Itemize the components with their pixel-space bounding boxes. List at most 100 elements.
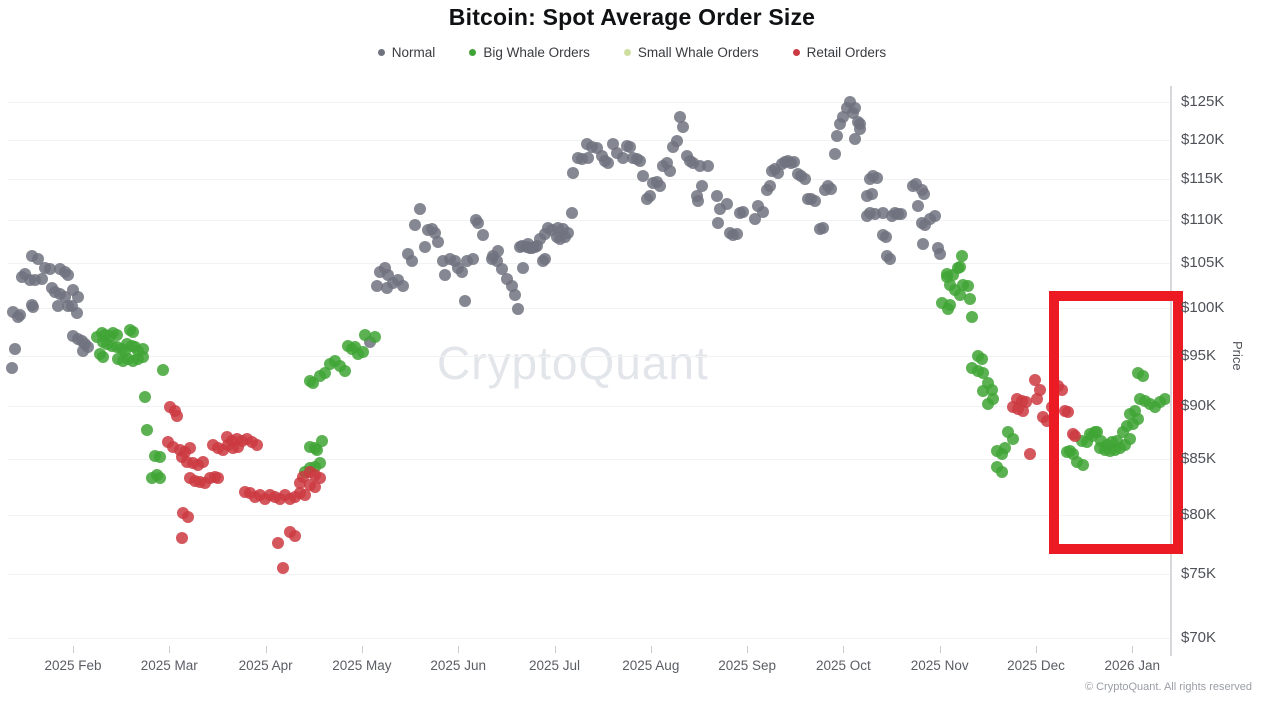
data-point-n: [511, 303, 524, 316]
data-point-n: [623, 141, 636, 154]
legend-label-big-whale-orders: Big Whale Orders: [483, 45, 590, 60]
data-point-b: [137, 350, 150, 363]
legend-item-big-whale-orders[interactable]: Big Whale Orders: [469, 45, 590, 60]
legend: Normal Big Whale Orders Small Whale Orde…: [0, 45, 1264, 60]
data-point-b: [156, 364, 169, 377]
x-tick-label: 2025 Dec: [1007, 658, 1065, 673]
data-point-n: [798, 173, 811, 186]
legend-item-small-whale-orders[interactable]: Small Whale Orders: [623, 45, 759, 60]
gridline-90k: [8, 405, 1170, 407]
y-tick-label: $70K: [1181, 629, 1217, 647]
data-point-n: [670, 134, 683, 147]
data-point-n: [883, 252, 896, 265]
data-point-r: [183, 441, 196, 454]
data-point-n: [36, 273, 49, 286]
data-point-n: [561, 226, 574, 239]
data-point-n: [673, 110, 686, 123]
data-point-n: [817, 221, 830, 234]
x-tick-mark: [939, 646, 941, 653]
data-point-n: [491, 244, 504, 257]
y-tick-label: $80K: [1181, 505, 1217, 523]
data-point-n: [607, 137, 620, 150]
data-point-b: [955, 250, 968, 263]
data-point-n: [26, 301, 39, 314]
x-tick-label: 2025 Apr: [238, 658, 293, 673]
data-point-n: [506, 280, 519, 293]
data-point-n: [933, 247, 946, 260]
data-point-n: [397, 280, 410, 293]
x-tick-mark: [169, 646, 171, 653]
data-point-b: [111, 328, 124, 341]
y-tick-label: $110K: [1181, 211, 1224, 229]
x-tick-mark: [747, 646, 749, 653]
retail-dot-icon: [792, 49, 800, 56]
data-point-n: [711, 190, 724, 203]
x-tick-mark: [73, 646, 74, 653]
x-tick-mark: [1132, 646, 1134, 653]
data-point-r: [1016, 404, 1029, 417]
data-point-n: [405, 255, 418, 268]
data-point-n: [6, 362, 19, 375]
data-point-n: [76, 344, 89, 357]
data-point-r: [171, 410, 183, 423]
legend-item-normal[interactable]: Normal: [377, 45, 435, 60]
data-point-b: [961, 280, 974, 293]
data-point-r: [175, 531, 188, 544]
data-point-n: [771, 167, 784, 180]
copyright: © CryptoQuant. All rights reserved: [1084, 681, 1252, 693]
data-point-r: [181, 510, 194, 523]
data-point-b: [319, 367, 332, 380]
data-point-r: [1029, 374, 1042, 387]
data-point-r: [276, 562, 289, 575]
gridline-95k: [8, 355, 1170, 357]
data-point-b: [977, 367, 990, 380]
x-tick-label: 2025 Jun: [430, 658, 486, 673]
legend-item-retail-orders[interactable]: Retail Orders: [792, 45, 886, 60]
x-tick-mark: [1036, 646, 1037, 653]
data-point-b: [947, 268, 960, 281]
data-point-n: [748, 212, 761, 225]
y-tick-label: $100K: [1181, 299, 1225, 317]
data-point-n: [866, 188, 879, 201]
data-point-n: [413, 203, 426, 216]
data-point-b: [141, 423, 154, 436]
y-axis-line: [1170, 86, 1172, 656]
data-point-r: [197, 455, 209, 468]
y-tick-label: $105K: [1181, 254, 1225, 272]
data-point-n: [788, 155, 801, 168]
data-point-b: [1060, 446, 1073, 459]
data-point-n: [691, 195, 704, 208]
data-point-n: [419, 241, 432, 254]
data-point-b: [981, 397, 994, 410]
data-point-r: [289, 529, 302, 542]
data-point-n: [51, 300, 64, 313]
x-tick-label: 2025 Nov: [910, 658, 969, 673]
x-tick-mark: [361, 646, 363, 653]
data-point-n: [477, 229, 490, 242]
data-point-b: [153, 451, 166, 464]
data-point-n: [676, 121, 689, 134]
highlight-box: [1049, 290, 1184, 554]
gridline-75k: [8, 574, 1170, 576]
data-point-r: [299, 489, 312, 502]
data-point-b: [966, 310, 979, 323]
data-point-b: [369, 331, 382, 344]
data-point-n: [848, 101, 861, 114]
data-point-n: [565, 207, 578, 220]
data-point-n: [911, 200, 924, 212]
data-point-n: [928, 209, 941, 222]
data-point-r: [1068, 429, 1081, 442]
x-tick-label: 2026 Jan: [1104, 658, 1161, 673]
data-point-n: [616, 151, 629, 164]
data-point-b: [1159, 392, 1172, 405]
gridline-70k: [8, 638, 1170, 640]
gridline-125k: [8, 102, 1170, 103]
data-point-n: [66, 300, 79, 313]
x-tick-mark: [843, 646, 845, 653]
data-point-n: [531, 239, 544, 252]
data-point-n: [456, 266, 469, 279]
data-point-n: [371, 280, 384, 293]
chart-title: Bitcoin: Spot Average Order Size: [448, 4, 816, 30]
data-point-n: [824, 182, 837, 195]
x-tick-label: 2025 Mar: [140, 658, 198, 673]
